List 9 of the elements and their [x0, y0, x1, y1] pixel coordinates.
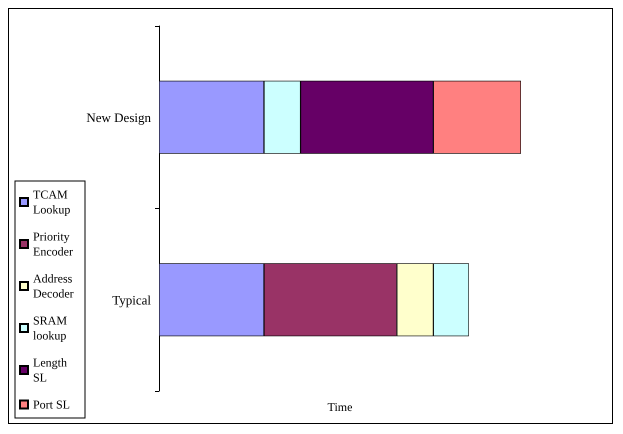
legend-label: Length SL — [33, 356, 70, 384]
y-tick-label: Typical — [112, 292, 152, 308]
legend-label: TCAM Lookup — [33, 188, 71, 216]
legend-label: SRAM lookup — [33, 314, 70, 342]
x-axis-title: Time — [328, 400, 352, 414]
legend-label: Address Decoder — [33, 272, 76, 300]
legend-label: Port SL — [33, 398, 70, 412]
y-tick-label: New Design — [86, 110, 152, 125]
legend-label: Priority Encoder — [33, 230, 73, 258]
